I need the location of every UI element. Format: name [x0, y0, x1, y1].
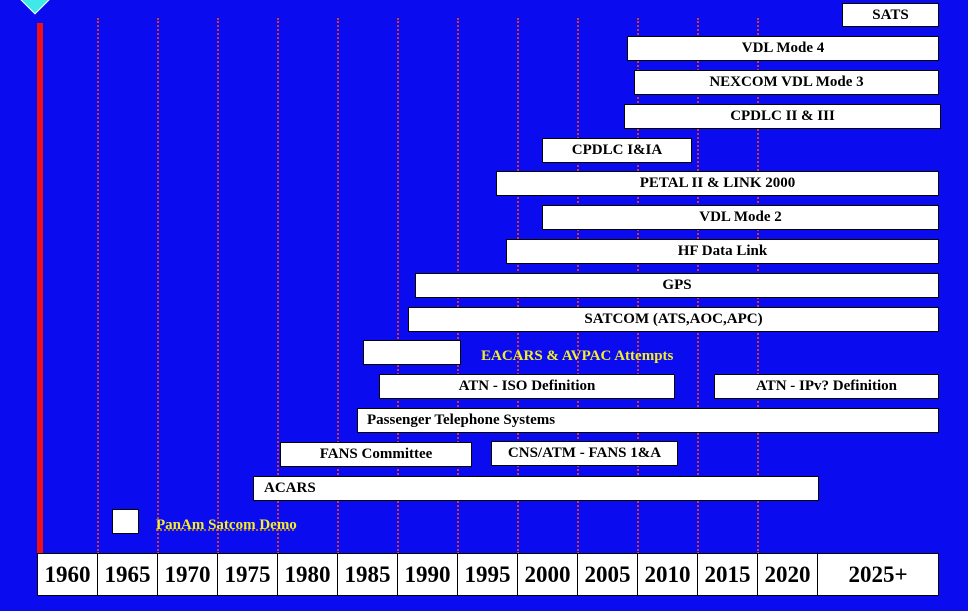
tick-label: 2025+	[848, 562, 908, 587]
bar-nexcom-vdl-mode-3: NEXCOM VDL Mode 3	[634, 70, 939, 95]
bar-atn-iso-definition: ATN - ISO Definition	[379, 374, 675, 399]
tick-label: 1990	[398, 554, 458, 595]
tick-label: 1960	[38, 554, 98, 595]
callout-panam-satcom-demo: PanAm Satcom Demo	[156, 517, 297, 533]
gridline	[337, 18, 339, 554]
tick-label: 2005	[578, 554, 638, 595]
tick-label: 2015	[698, 554, 758, 595]
gridline	[97, 18, 99, 554]
tick-label: 1995	[458, 554, 518, 595]
gridline	[277, 18, 279, 554]
bar-acars: ACARS	[253, 476, 819, 501]
bar-cpdlc-i-ia: CPDLC I&IA	[542, 138, 692, 163]
bar-eacars-avpac	[363, 340, 461, 365]
tick-label: 2000	[518, 554, 578, 595]
bar-vdl-mode-4: VDL Mode 4	[627, 36, 939, 61]
bar-sats: SATS	[842, 3, 939, 27]
bar-fans-committee: FANS Committee	[280, 442, 472, 467]
tick-label: 2010	[638, 554, 698, 595]
tick-label: 1970	[158, 554, 218, 595]
diamond-marker-icon	[19, 0, 51, 15]
tick-label: 1965	[98, 554, 158, 595]
tick-label: 1985	[338, 554, 398, 595]
bar-gps: GPS	[415, 273, 939, 298]
tick-label: 1975	[218, 554, 278, 595]
tick-label: 2020	[758, 554, 818, 595]
bar-passenger-telephone: Passenger Telephone Systems	[357, 408, 939, 433]
bar-hf-data-link: HF Data Link	[506, 239, 939, 264]
bar-vdl-mode-2: VDL Mode 2	[542, 205, 939, 230]
gridline	[217, 18, 219, 554]
bar-cns-atm-fans: CNS/ATM - FANS 1&A	[491, 441, 678, 466]
tick-label: 1980	[278, 554, 338, 595]
bar-petal-link-2000: PETAL II & LINK 2000	[496, 171, 939, 196]
bar-panam-satcom-demo	[112, 509, 139, 534]
gridline	[157, 18, 159, 554]
bar-atn-ipv-definition: ATN - IPv? Definition	[714, 374, 939, 399]
gridline	[397, 18, 399, 554]
year-axis: 1960 1965 1970 1975 1980 1985 1990 1995 …	[37, 553, 939, 596]
bar-satcom: SATCOM (ATS,AOC,APC)	[408, 307, 939, 332]
callout-eacars-avpac: EACARS & AVPAC Attempts	[481, 348, 674, 364]
timeline-start-bar	[37, 23, 43, 554]
bar-cpdlc-ii-iii: CPDLC II & III	[624, 104, 941, 129]
